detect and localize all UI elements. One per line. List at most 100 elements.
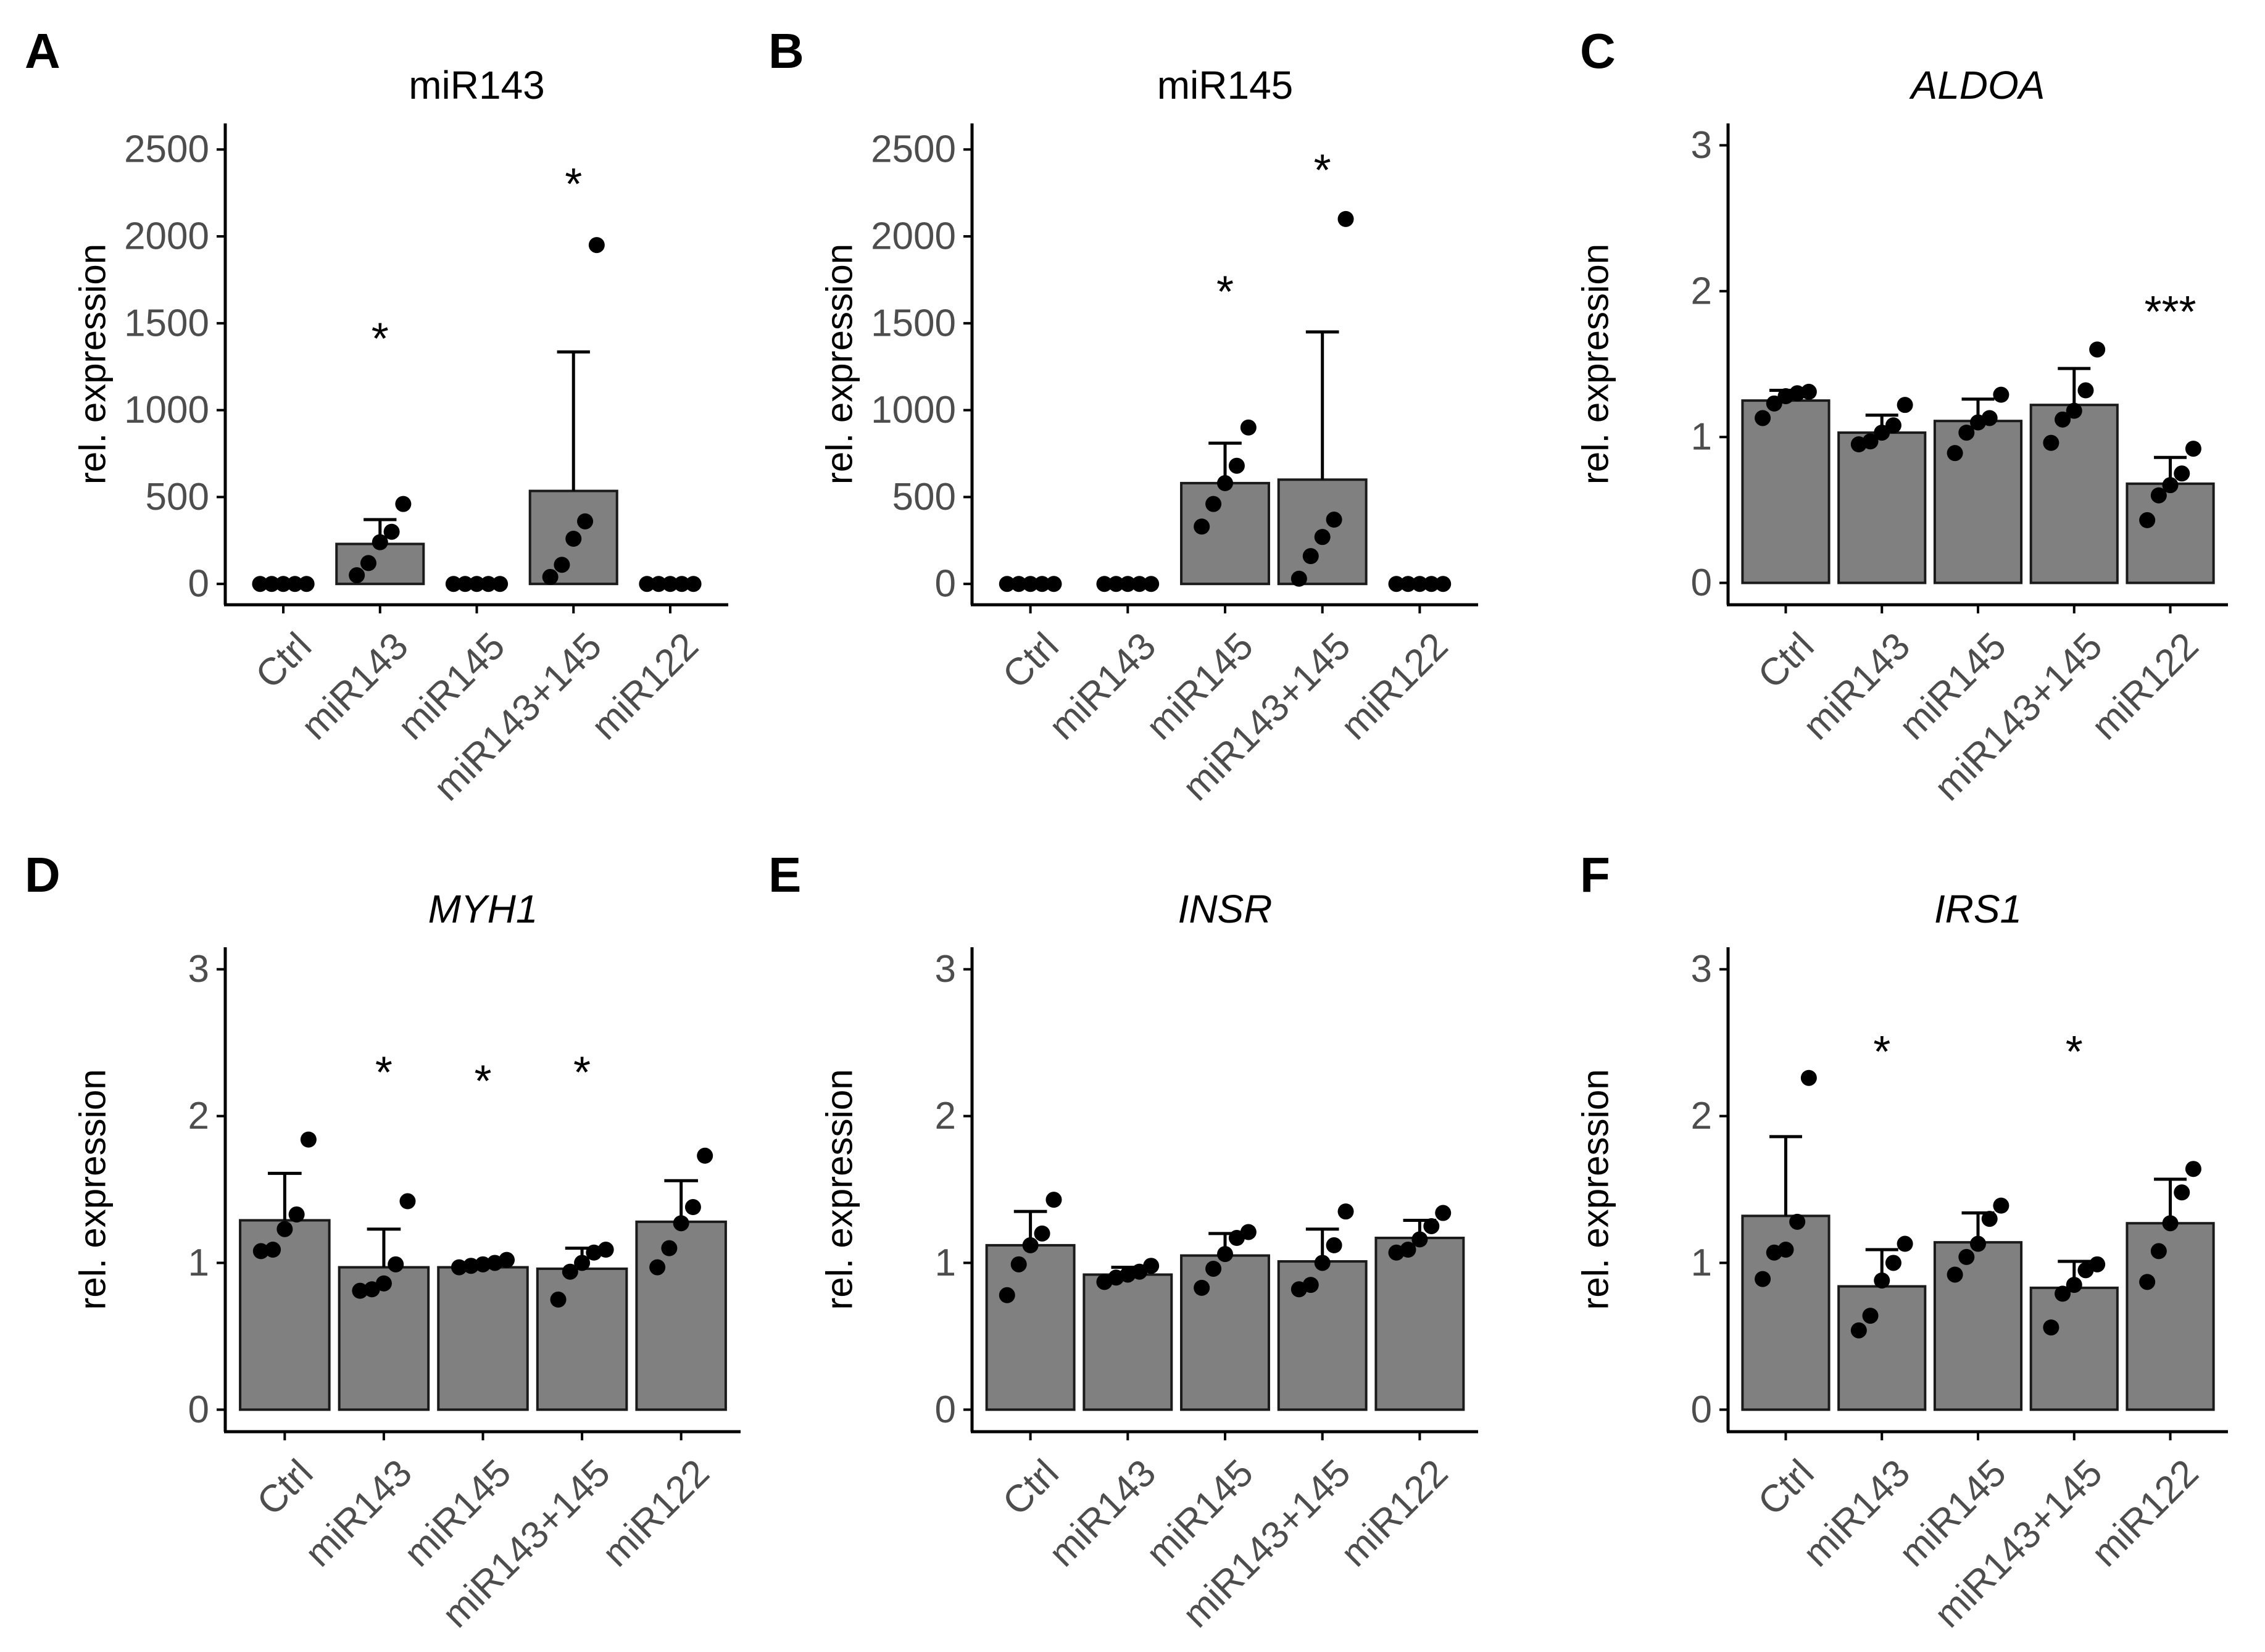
x-tick-label-e-3: miR143+145 (1174, 1451, 1359, 1636)
data-point-d-4-3 (684, 1199, 701, 1216)
bar-f-3 (2029, 1286, 2119, 1411)
data-point-e-4-3 (1423, 1218, 1440, 1234)
data-point-d-4-2 (673, 1215, 689, 1232)
data-point-c-4-4 (2185, 441, 2201, 457)
data-point-a-1-4 (395, 496, 412, 512)
data-point-c-3-4 (2089, 341, 2106, 358)
data-point-a-2-2 (468, 576, 485, 592)
data-point-d-2-0 (451, 1259, 467, 1276)
data-point-d-0-0 (252, 1243, 269, 1260)
bar-e-3 (1277, 1260, 1368, 1411)
data-point-d-1-0 (352, 1282, 368, 1299)
data-point-d-4-1 (661, 1240, 678, 1256)
bar-f-4 (2126, 1222, 2215, 1411)
bar-c-3 (2029, 404, 2119, 584)
significance-marker-b-3: * (1314, 146, 1331, 195)
significance-marker-a-3: * (565, 160, 582, 209)
y-tick-label-d-2: 2 (188, 1095, 209, 1137)
x-tick-label-b-0: Ctrl (995, 625, 1067, 697)
panel-title-f: IRS1 (1934, 887, 2022, 931)
data-point-a-1-1 (360, 555, 376, 571)
data-point-e-1-4 (1143, 1258, 1160, 1274)
bar-d-4 (635, 1220, 727, 1411)
panel-title-a: miR143 (409, 63, 545, 107)
data-point-d-1-4 (399, 1193, 416, 1210)
data-point-a-4-0 (639, 576, 655, 592)
bar-e-1 (1083, 1273, 1173, 1411)
x-tick-label-b-4: miR122 (1333, 625, 1457, 748)
data-point-a-2-4 (492, 576, 509, 592)
data-point-b-2-1 (1205, 496, 1222, 512)
panel-title-b: miR145 (1157, 63, 1294, 107)
data-point-c-1-2 (1874, 425, 1890, 441)
y-tick-label-c-3: 3 (1691, 124, 1712, 167)
y-tick-label-b-0: 0 (935, 563, 956, 605)
data-point-a-1-2 (372, 534, 388, 550)
bar-c-0 (1741, 399, 1831, 584)
bar-f-2 (1933, 1241, 2023, 1411)
y-tick-label-f-2: 2 (1691, 1095, 1712, 1137)
data-point-e-4-4 (1435, 1205, 1452, 1221)
data-point-a-2-1 (457, 576, 473, 592)
data-point-b-3-4 (1337, 210, 1354, 227)
data-point-b-3-2 (1314, 529, 1331, 546)
data-point-c-4-1 (2150, 487, 2167, 504)
data-point-c-0-0 (1755, 410, 1771, 426)
panel-letter-f: F (1580, 847, 1610, 902)
y-tick-label-b-3: 1500 (871, 302, 956, 344)
data-point-c-2-1 (1958, 425, 1975, 441)
bar-c-4 (2126, 482, 2215, 584)
panel-title-c: ALDOA (1909, 63, 2045, 107)
bar-e-2 (1180, 1254, 1270, 1411)
data-point-c-2-3 (1981, 410, 1998, 426)
data-point-e-3-2 (1314, 1255, 1331, 1271)
data-point-f-0-2 (1777, 1242, 1794, 1258)
data-point-b-0-3 (1034, 576, 1050, 592)
bar-b-2 (1180, 481, 1270, 586)
data-point-f-0-0 (1755, 1271, 1771, 1287)
bar-f-1 (1837, 1285, 1927, 1411)
x-tick-label-d-4: miR122 (594, 1451, 718, 1575)
data-point-d-4-0 (649, 1259, 666, 1276)
data-point-a-1-0 (349, 567, 365, 584)
data-point-f-2-2 (1970, 1235, 1986, 1252)
y-axis-label-a: rel. expression (72, 244, 114, 484)
data-point-f-4-3 (2174, 1184, 2190, 1201)
x-tick-label-c-0: Ctrl (1750, 625, 1822, 697)
data-point-f-4-2 (2162, 1215, 2179, 1232)
panel-letter-c: C (1580, 23, 1616, 78)
data-point-a-0-2 (275, 576, 292, 592)
y-axis-label-f: rel. expression (1575, 1069, 1616, 1310)
data-point-c-4-0 (2139, 512, 2156, 528)
data-point-a-0-3 (286, 576, 303, 592)
data-point-c-0-1 (1766, 395, 1782, 412)
data-point-c-4-3 (2174, 465, 2190, 482)
significance-marker-d-2: * (474, 1057, 491, 1106)
data-point-b-3-3 (1326, 512, 1342, 528)
data-point-a-3-4 (588, 237, 605, 254)
data-point-b-1-3 (1131, 576, 1148, 592)
significance-marker-a-1: * (372, 315, 389, 364)
data-point-a-3-3 (577, 513, 594, 529)
data-point-e-3-4 (1337, 1203, 1354, 1220)
y-tick-label-e-2: 2 (935, 1095, 956, 1137)
x-tick-label-d-0: Ctrl (249, 1451, 321, 1524)
x-tick-label-f-0: Ctrl (1750, 1451, 1822, 1524)
y-tick-label-d-3: 3 (188, 948, 209, 990)
significance-marker-f-3: * (2066, 1027, 2083, 1077)
y-tick-label-c-2: 2 (1691, 270, 1712, 312)
y-tick-label-b-4: 2000 (871, 215, 956, 258)
data-point-c-1-4 (1897, 397, 1913, 413)
panel-letter-a: A (25, 23, 60, 78)
data-point-a-3-1 (554, 557, 570, 573)
y-tick-label-d-0: 0 (188, 1388, 209, 1431)
data-point-c-3-3 (2077, 382, 2094, 399)
data-point-a-0-1 (264, 576, 280, 592)
data-point-b-4-4 (1435, 576, 1452, 592)
data-point-e-3-1 (1302, 1277, 1319, 1293)
data-point-a-3-2 (565, 530, 582, 547)
data-point-f-4-0 (2139, 1274, 2156, 1290)
data-point-d-0-3 (288, 1206, 305, 1222)
data-point-b-4-0 (1388, 576, 1405, 592)
